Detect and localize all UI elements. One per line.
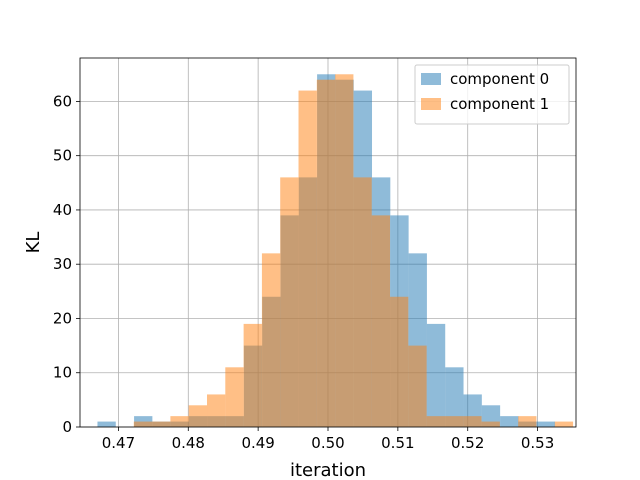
legend-swatch-component-1	[421, 98, 441, 110]
x-tick-label: 0.49	[241, 434, 274, 452]
legend-box	[414, 64, 570, 125]
bar-component-1	[518, 416, 537, 427]
bar-component-1	[316, 79, 336, 428]
bar-component-1	[207, 394, 226, 427]
bar-component-1	[152, 421, 171, 427]
y-tick-label: 50	[53, 147, 72, 165]
bar-component-1	[371, 215, 391, 427]
legend-label-component-0: component 0	[450, 70, 549, 88]
bar-component-1	[390, 296, 409, 427]
bar-component-0	[426, 323, 446, 427]
legend-swatch-component-0	[421, 73, 441, 85]
bar-component-1	[170, 416, 189, 427]
bar-component-1	[554, 421, 574, 427]
y-tick-label: 30	[53, 255, 72, 273]
y-tick-label: 60	[53, 92, 72, 110]
bar-component-0	[536, 421, 556, 427]
x-tick-label: 0.51	[381, 434, 414, 452]
x-axis-label: iteration	[290, 460, 366, 480]
bar-component-1	[426, 416, 445, 427]
x-tick-label: 0.50	[311, 434, 344, 452]
bar-component-0	[445, 367, 464, 427]
bar-component-1	[298, 90, 317, 427]
y-tick-label: 0	[62, 418, 72, 436]
bar-component-1	[133, 421, 153, 427]
x-tick-label: 0.47	[102, 434, 135, 452]
bar-component-1	[463, 416, 482, 427]
bar-component-1	[188, 405, 208, 427]
bar-component-1	[335, 74, 354, 427]
bar-component-1	[353, 177, 372, 427]
y-tick-label: 10	[53, 364, 72, 382]
bar-component-1	[261, 253, 281, 427]
bars	[97, 74, 574, 428]
bar-component-1	[408, 345, 427, 427]
legend-label-component-1: component 1	[450, 95, 549, 113]
legend: component 0 component 1	[414, 64, 570, 125]
bar-component-1	[481, 421, 500, 427]
bar-component-1	[243, 323, 262, 427]
bar-component-1	[444, 416, 464, 427]
y-axis-label: KL	[23, 232, 44, 254]
bar-component-1	[225, 367, 244, 427]
x-tick-label: 0.48	[172, 434, 205, 452]
y-tick-label: 20	[53, 309, 72, 327]
bar-component-0	[500, 416, 519, 427]
bar-component-1	[280, 177, 299, 427]
x-tick-label: 0.52	[451, 434, 484, 452]
ticks: 0.47 0.48 0.49 0.50 0.51 0.52 0.53 0 10 20 30 40 50 6…	[53, 92, 554, 452]
x-tick-label: 0.53	[521, 434, 554, 452]
bar-component-0	[97, 421, 116, 427]
y-tick-label: 40	[53, 201, 72, 219]
